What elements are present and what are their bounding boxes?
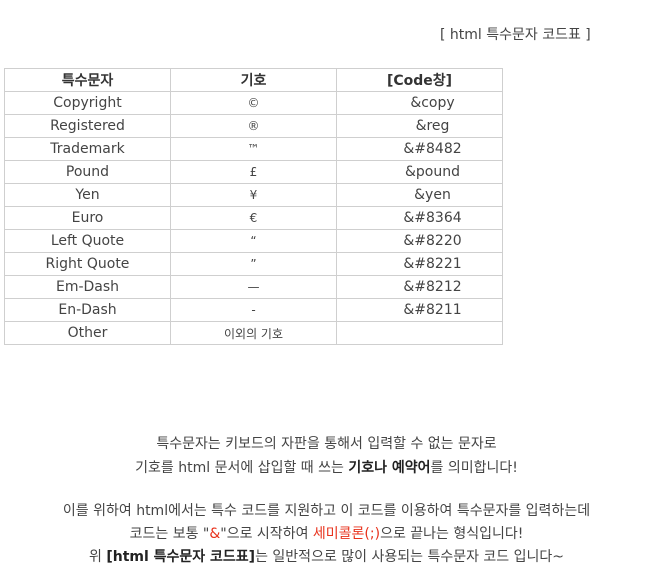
char-symbol: ” [170, 252, 337, 276]
char-name: Pound [4, 160, 171, 184]
description-line-2: 기호를 html 문서에 삽입할 때 쓰는 기호나 예약어를 의미합니다! [0, 457, 653, 477]
table-row: Registered ® &reg [4, 114, 503, 138]
char-code: &#8364 [336, 206, 503, 230]
char-symbol: £ [170, 160, 337, 184]
char-symbol: — [170, 275, 337, 299]
document-title: [ html 특수문자 코드표 ] [440, 27, 591, 43]
char-symbol: ® [170, 114, 337, 138]
header-symbol: 기호 [170, 68, 337, 92]
description-line-5: 위 [html 특수문자 코드표]는 일반적으로 많이 사용되는 특수문자 코드… [0, 546, 653, 566]
table-header-row: 특수문자 기호 [Code창] [4, 68, 503, 92]
char-name: Right Quote [4, 252, 171, 276]
description-line-3: 이를 위하여 html에서는 특수 코드를 지원하고 이 코드를 이용하여 특수… [62, 503, 591, 519]
ampersand-highlight: & [209, 526, 221, 542]
char-code: &pound [336, 160, 503, 184]
char-code: &yen [336, 183, 503, 207]
char-name: Copyright [4, 91, 171, 115]
description-line-4-pre: 코드는 보통 " [129, 526, 210, 542]
char-name: Left Quote [4, 229, 171, 253]
char-symbol: - [170, 298, 337, 322]
char-name: Yen [4, 183, 171, 207]
table-row: Yen ¥ &yen [4, 183, 503, 207]
char-symbol: ¥ [170, 183, 337, 207]
table-row: Trademark ™ &#8482 [4, 137, 503, 161]
description-line-4-post: 으로 끝나는 형식입니다! [380, 526, 524, 542]
char-symbol: € [170, 206, 337, 230]
char-code: &#8221 [336, 252, 503, 276]
description-keyword: 기호나 예약어 [348, 460, 431, 476]
description-line-5-pre: 위 [88, 549, 107, 565]
description-line-2-pre: 기호를 html 문서에 삽입할 때 쓰는 [135, 460, 349, 476]
table-row: Right Quote ” &#8221 [4, 252, 503, 276]
table-row: Pound £ &pound [4, 160, 503, 184]
table-row: Euro € &#8364 [4, 206, 503, 230]
char-name: Em-Dash [4, 275, 171, 299]
description-line-4-mid: "으로 시작하여 [220, 526, 313, 542]
description-line-4: 코드는 보통 "&"으로 시작하여 세미콜론(;)으로 끝나는 형식입니다! [0, 523, 653, 543]
char-name: Other [4, 321, 171, 345]
table-reference: [html 특수문자 코드표] [106, 549, 256, 565]
special-char-table: 특수문자 기호 [Code창] Copyright © &copy Regist… [4, 68, 503, 345]
char-code: &copy [336, 91, 503, 115]
description-line-1: 특수문자는 키보드의 자판을 통해서 입력할 수 없는 문자로 [156, 436, 497, 452]
char-symbol: ™ [170, 137, 337, 161]
table-row: Copyright © &copy [4, 91, 503, 115]
table-row: En-Dash - &#8211 [4, 298, 503, 322]
char-symbol: “ [170, 229, 337, 253]
char-name: Trademark [4, 137, 171, 161]
table-row: Left Quote “ &#8220 [4, 229, 503, 253]
table-row: Em-Dash — &#8212 [4, 275, 503, 299]
char-code: &#8220 [336, 229, 503, 253]
header-special-char: 특수문자 [4, 68, 171, 92]
char-code: &#8211 [336, 298, 503, 322]
char-code: &#8482 [336, 137, 503, 161]
char-code: &reg [336, 114, 503, 138]
char-symbol: 이외의 기호 [170, 321, 337, 345]
description-line-2-post: 를 의미합니다! [430, 460, 518, 476]
semicolon-highlight: 세미콜론(;) [312, 526, 381, 542]
char-code [336, 321, 503, 345]
char-code: &#8212 [336, 275, 503, 299]
header-code: [Code창] [336, 68, 503, 92]
char-symbol: © [170, 91, 337, 115]
table-row: Other 이외의 기호 [4, 321, 503, 345]
description-line-5-post: 는 일반적으로 많이 사용되는 특수문자 코드 입니다~ [255, 549, 565, 565]
char-name: Euro [4, 206, 171, 230]
char-name: En-Dash [4, 298, 171, 322]
char-name: Registered [4, 114, 171, 138]
